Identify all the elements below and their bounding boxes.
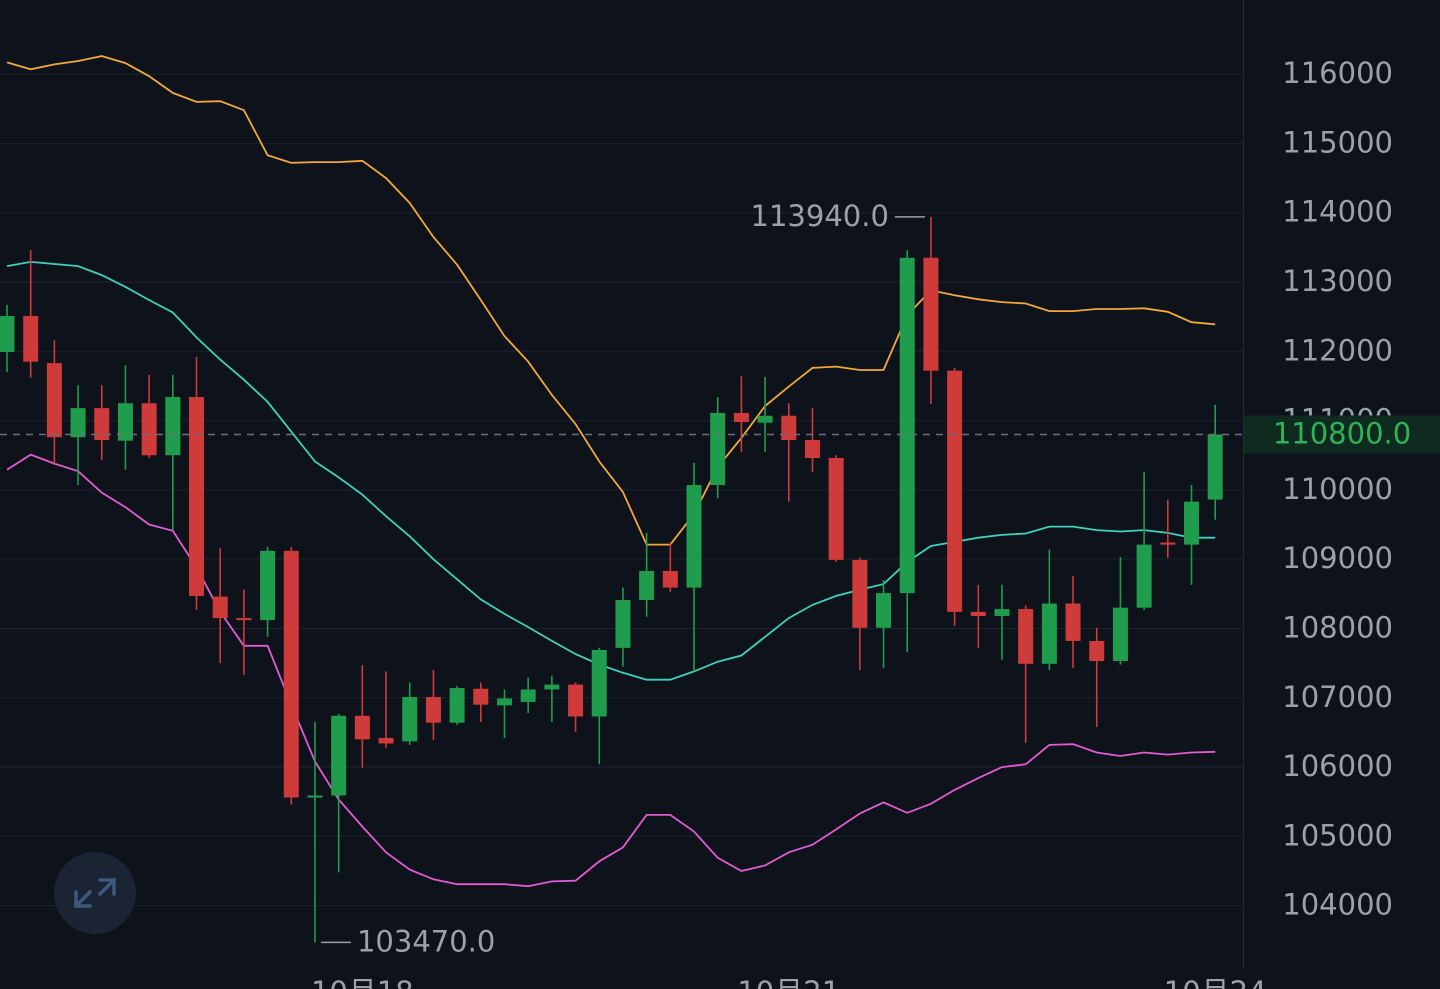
candle-body [710, 412, 726, 486]
band-line [6, 55, 1216, 546]
candle-body [283, 550, 299, 798]
x-tick-label: 10月21 [737, 975, 840, 989]
grid: 104000 105000 106000 107000 108000 109000 1100… [0, 56, 1393, 989]
candle-body [568, 684, 584, 717]
current-price-tag [1244, 415, 1440, 454]
candle-body [23, 315, 39, 362]
candle-body [1136, 544, 1152, 608]
candle-body [520, 689, 536, 702]
candle-body [1089, 640, 1105, 662]
expand-button[interactable] [54, 852, 136, 934]
y-tick-label: 109000 [1282, 541, 1393, 575]
y-tick-label: 107000 [1282, 680, 1393, 714]
current-price-label: 110800.0 [1273, 416, 1411, 450]
expand-circle[interactable] [54, 852, 136, 934]
candle-body [733, 412, 749, 422]
candle-body [947, 370, 963, 612]
candle-body [236, 618, 252, 621]
candle-body [117, 403, 133, 441]
candle-body [686, 485, 702, 588]
candle-body [449, 688, 465, 723]
candle-body [141, 403, 157, 456]
y-tick-label: 104000 [1282, 888, 1393, 922]
candle-body [1112, 607, 1128, 662]
candle-body [307, 795, 323, 798]
expand-icon[interactable] [74, 878, 116, 908]
candle-body [473, 688, 489, 705]
candle-body [425, 697, 441, 723]
y-tick-label: 106000 [1282, 749, 1393, 783]
candle-body [994, 609, 1010, 616]
candle-body [1207, 434, 1223, 500]
candle-body [212, 596, 228, 619]
candle-body [46, 363, 62, 438]
candle-body [260, 550, 276, 621]
annotation-label: 113940.0 [751, 199, 889, 233]
candle-body [615, 600, 631, 648]
candle-body [331, 715, 347, 796]
y-tick-label: 113000 [1282, 264, 1393, 298]
candle-body [1160, 542, 1176, 545]
candle-body [165, 397, 181, 456]
candle-body [876, 593, 892, 628]
candle-body [1041, 603, 1057, 664]
candle-body [1065, 603, 1081, 641]
y-tick-label: 115000 [1282, 125, 1393, 159]
candle-body [639, 570, 655, 601]
band-line [6, 260, 1216, 681]
candle-body [852, 559, 868, 628]
candle-body [923, 257, 939, 371]
x-tick-label: 10月18 [311, 975, 414, 989]
candle-body [94, 408, 110, 440]
candle-body [378, 737, 394, 744]
y-tick-label: 112000 [1282, 333, 1393, 367]
candle-body [70, 408, 86, 438]
bands [6, 55, 1216, 888]
overlay: 113940.0 103470.0 110800.0 [0, 199, 1440, 958]
band-line [6, 453, 1216, 888]
candle-body [1018, 609, 1034, 664]
y-tick-label: 110000 [1282, 472, 1393, 506]
candle-body [899, 257, 915, 594]
candle-body [354, 715, 370, 740]
candle-body [804, 440, 820, 459]
y-tick-label: 114000 [1282, 195, 1393, 229]
y-tick-label: 105000 [1282, 818, 1393, 852]
candle-body [1184, 501, 1199, 545]
y-tick-label: 108000 [1282, 610, 1393, 644]
candle-body [757, 415, 773, 423]
candle-body [828, 458, 844, 560]
x-tick-label: 10月24 [1164, 975, 1267, 989]
candle-body [496, 698, 512, 706]
candle-body [591, 649, 607, 717]
y-tick-label: 116000 [1282, 56, 1393, 90]
candle-body [402, 697, 418, 742]
candle-body [970, 611, 986, 616]
candle-body [544, 684, 560, 690]
candles [0, 216, 1223, 943]
annotation-label: 103470.0 [357, 924, 495, 958]
candle-body [662, 570, 678, 588]
candle-body [781, 415, 797, 440]
candle-body [0, 315, 15, 352]
candle-body [189, 397, 205, 596]
